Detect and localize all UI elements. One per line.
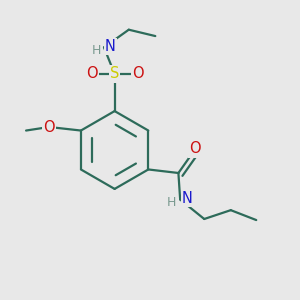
- Text: N: N: [182, 191, 193, 206]
- Text: N: N: [105, 39, 116, 54]
- Text: H: H: [92, 44, 101, 57]
- Text: O: O: [43, 119, 55, 134]
- Text: O: O: [190, 141, 201, 156]
- Text: O: O: [86, 66, 98, 81]
- Text: H: H: [167, 196, 176, 209]
- Text: O: O: [132, 66, 143, 81]
- Text: S: S: [110, 66, 119, 81]
